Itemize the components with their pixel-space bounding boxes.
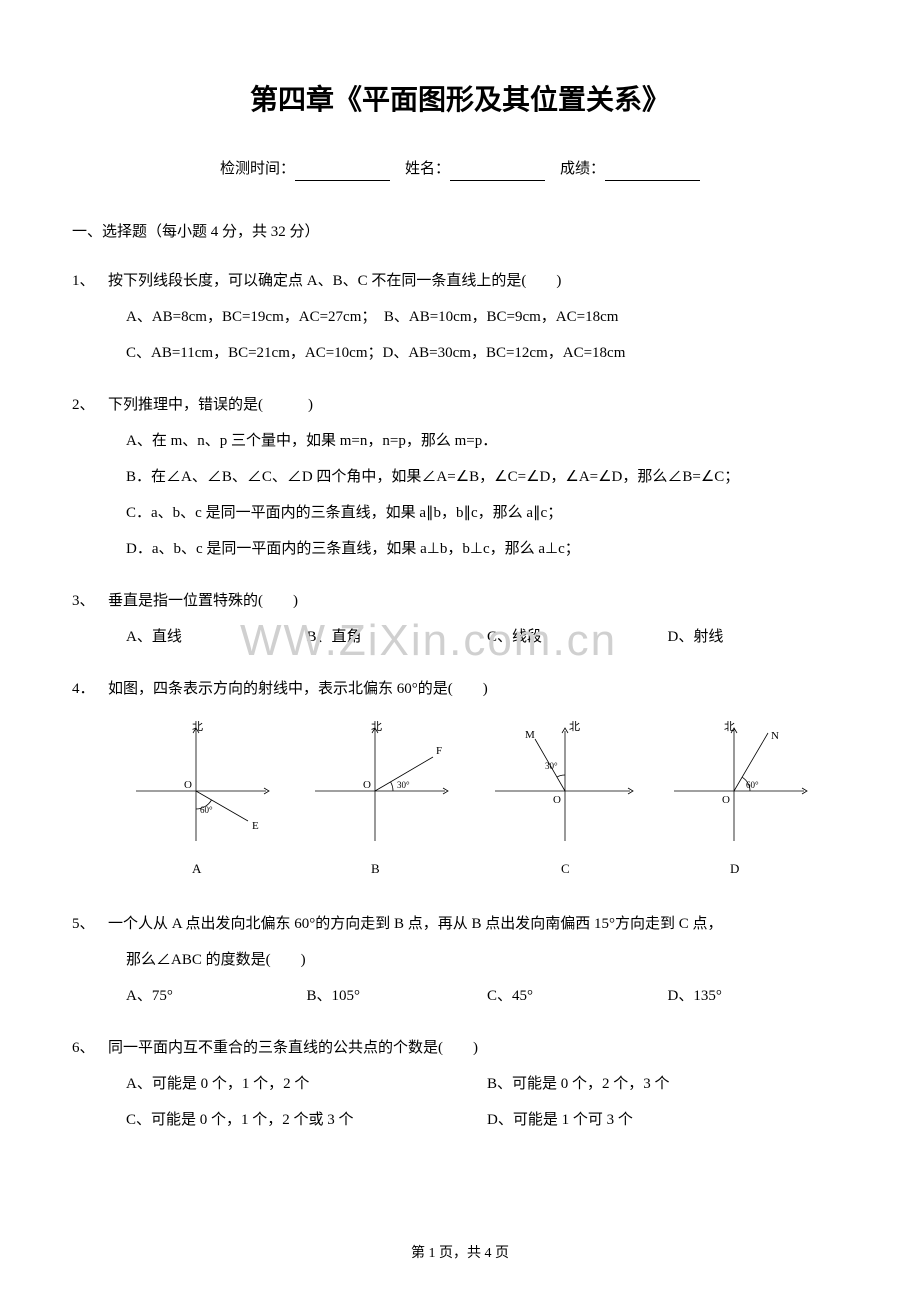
- diagram-c: 北 O 30° M C: [485, 721, 645, 886]
- q2-a: A、在 m、n、p 三个量中，如果 m=n，n=p，那么 m=p．: [72, 423, 848, 459]
- q5-stem: 一个人从 A 点出发向北偏东 60°的方向走到 B 点，再从 B 点出发向南偏西…: [108, 916, 723, 932]
- q5-num: 5、: [72, 906, 108, 942]
- score-blank: [605, 163, 700, 181]
- angle-60: 60°: [746, 780, 759, 790]
- q5-stem2: 那么∠ABC 的度数是( ): [72, 942, 848, 978]
- time-label: 检测时间：: [220, 161, 295, 177]
- angle-30: 30°: [545, 761, 558, 771]
- q4-stem: 如图，四条表示方向的射线中，表示北偏东 60°的是( ): [108, 681, 488, 697]
- time-blank: [295, 163, 390, 181]
- question-2: 2、下列推理中，错误的是( ) A、在 m、n、p 三个量中，如果 m=n，n=…: [72, 387, 848, 567]
- angle-30: 30°: [397, 780, 410, 790]
- o-label: O: [184, 779, 192, 791]
- q1-c: C、AB=11cm，BC=21cm，AC=10cm；D、AB=30cm，BC=1…: [72, 335, 848, 371]
- q5-a: A、75°: [126, 978, 307, 1014]
- angle-60: 60°: [200, 805, 213, 815]
- q5-c: C、45°: [487, 978, 668, 1014]
- page-title: 第四章《平面图形及其位置关系》: [72, 80, 848, 122]
- diagram-b: 北 O 30° F B: [305, 721, 465, 886]
- north-label: 北: [192, 721, 203, 733]
- name-label: 姓名：: [405, 161, 450, 177]
- q3-b: B、直角: [307, 619, 488, 655]
- q3-d: D、射线: [668, 619, 849, 655]
- q2-d: D．a、b、c 是同一平面内的三条直线，如果 a⊥b，b⊥c，那么 a⊥c；: [72, 531, 848, 567]
- e-label: E: [252, 820, 259, 832]
- question-5: 5、一个人从 A 点出发向北偏东 60°的方向走到 B 点，再从 B 点出发向南…: [72, 906, 848, 1014]
- q4-num: 4．: [72, 671, 108, 707]
- o-label: O: [363, 779, 371, 791]
- o-label: O: [553, 794, 561, 806]
- q6-a: A、可能是 0 个，1 个，2 个: [126, 1066, 487, 1102]
- score-label: 成绩：: [560, 161, 605, 177]
- q1-num: 1、: [72, 263, 108, 299]
- q5-b: B、105°: [307, 978, 488, 1014]
- f-label: F: [436, 745, 442, 757]
- q3-num: 3、: [72, 583, 108, 619]
- q3-a: A、直线: [126, 619, 307, 655]
- m-label: M: [525, 729, 535, 741]
- north-label: 北: [724, 721, 735, 733]
- q1-stem: 按下列线段长度，可以确定点 A、B、C 不在同一条直线上的是( ): [108, 273, 561, 289]
- q2-b: B．在∠A、∠B、∠C、∠D 四个角中，如果∠A=∠B，∠C=∠D，∠A=∠D，…: [72, 459, 848, 495]
- q3-stem: 垂直是指一位置特殊的( ): [108, 593, 298, 609]
- q4-diagrams: 北 O 60° E A 北 O 30° F B 北 O 30: [72, 713, 848, 894]
- b-label: B: [371, 861, 380, 876]
- q5-d: D、135°: [668, 978, 849, 1014]
- n-label: N: [771, 730, 779, 742]
- o-label: O: [722, 794, 730, 806]
- question-3: 3、垂直是指一位置特殊的( ) A、直线 B、直角 C、线段 D、射线: [72, 583, 848, 655]
- q2-c: C．a、b、c 是同一平面内的三条直线，如果 a∥b，b∥c，那么 a∥c；: [72, 495, 848, 531]
- q2-num: 2、: [72, 387, 108, 423]
- c-label: C: [561, 861, 570, 876]
- diagram-a: 北 O 60° E A: [126, 721, 286, 886]
- question-6: 6、同一平面内互不重合的三条直线的公共点的个数是( ) A、可能是 0 个，1 …: [72, 1030, 848, 1138]
- question-4: 4．如图，四条表示方向的射线中，表示北偏东 60°的是( ): [72, 671, 848, 707]
- question-1: 1、按下列线段长度，可以确定点 A、B、C 不在同一条直线上的是( ) A、AB…: [72, 263, 848, 371]
- q2-stem: 下列推理中，错误的是( ): [108, 397, 313, 413]
- q6-d: D、可能是 1 个可 3 个: [487, 1102, 848, 1138]
- north-label: 北: [371, 721, 382, 733]
- name-blank: [450, 163, 545, 181]
- north-label: 北: [569, 721, 580, 733]
- q6-stem: 同一平面内互不重合的三条直线的公共点的个数是( ): [108, 1040, 478, 1056]
- q6-c: C、可能是 0 个，1 个，2 个或 3 个: [126, 1102, 487, 1138]
- page-footer: 第 1 页，共 4 页: [0, 1243, 920, 1264]
- q1-a: A、AB=8cm，BC=19cm，AC=27cm； B、AB=10cm，BC=9…: [72, 299, 848, 335]
- section1-header: 一、选择题（每小题 4 分，共 32 分）: [72, 221, 848, 244]
- q3-c: C、线段: [487, 619, 668, 655]
- meta-row: 检测时间： 姓名： 成绩：: [72, 158, 848, 181]
- q6-b: B、可能是 0 个，2 个，3 个: [487, 1066, 848, 1102]
- diagram-d: 北 O 60° N D: [664, 721, 824, 886]
- d-label: D: [730, 861, 739, 876]
- q6-num: 6、: [72, 1030, 108, 1066]
- a-label: A: [192, 861, 202, 876]
